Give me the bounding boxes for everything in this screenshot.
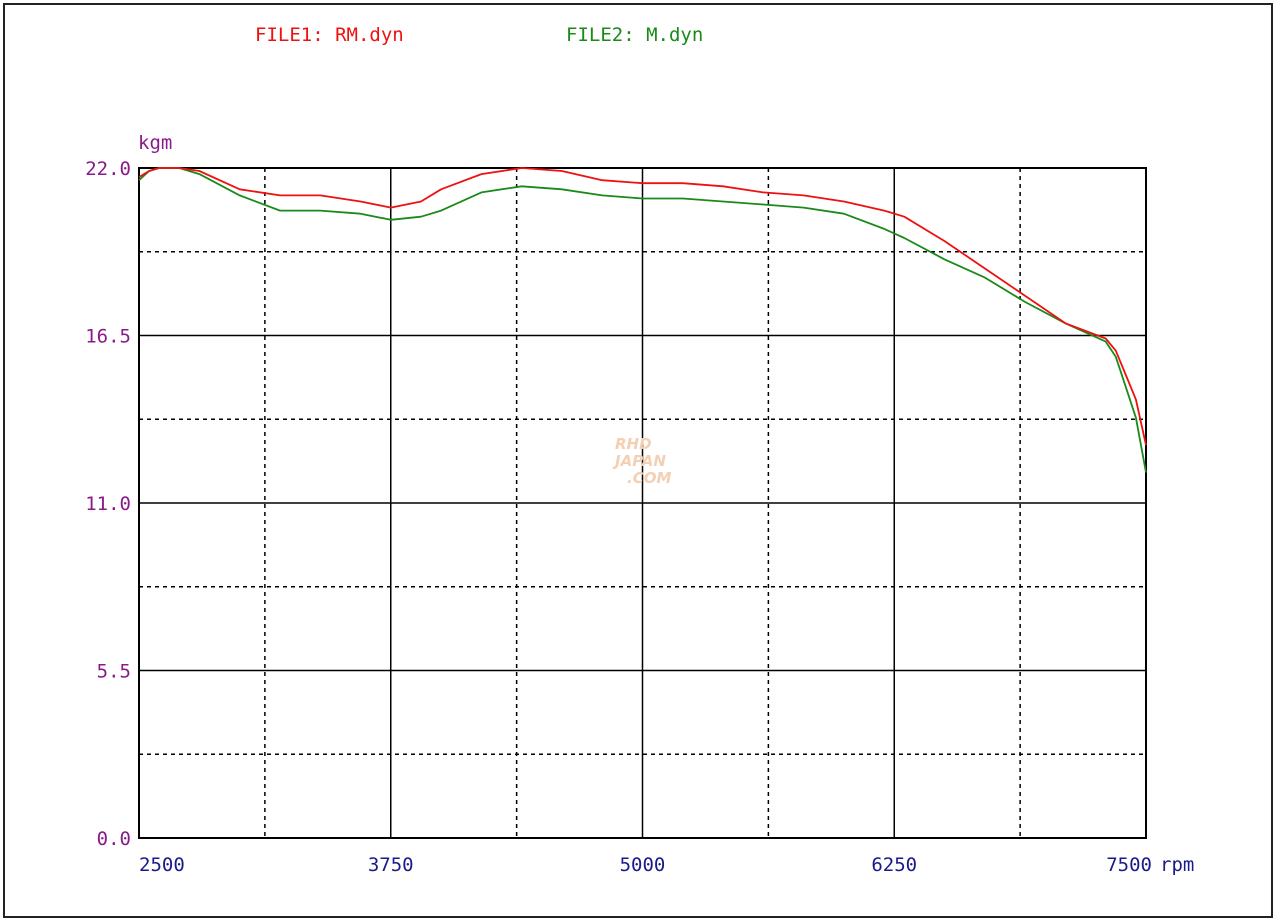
y-tick-label: 5.5	[97, 661, 131, 683]
x-axis-unit: rpm	[1160, 854, 1194, 876]
series-line-1	[138, 167, 1147, 446]
x-tick-label: 6250	[871, 854, 917, 876]
x-tick-label: 7500	[1106, 854, 1152, 876]
x-tick-label: 5000	[620, 854, 666, 876]
y-tick-label: 0.0	[97, 828, 131, 850]
x-tick-label: 3750	[368, 854, 414, 876]
watermark-logo: RHD JAPAN .COM	[612, 435, 671, 487]
watermark-line1: RHD	[615, 435, 652, 453]
watermark-line3: .COM	[627, 469, 671, 487]
legend-file2: FILE2: M.dyn	[566, 24, 703, 46]
legend-file1: FILE1: RM.dyn	[255, 24, 404, 46]
series-line-2	[138, 167, 1147, 473]
plot-area	[138, 167, 1147, 839]
x-tick-label: 2500	[139, 854, 185, 876]
y-tick-label: 16.5	[85, 326, 131, 348]
series-layer	[138, 167, 1147, 473]
grid-major	[139, 168, 1146, 838]
watermark-line2: JAPAN	[612, 452, 666, 470]
chart-frame	[3, 3, 1273, 918]
y-tick-labels: 0.0 5.5 11.0 16.5 22.0	[85, 158, 131, 850]
y-axis-unit: kgm	[138, 132, 172, 154]
y-tick-label: 11.0	[85, 493, 131, 515]
y-tick-label: 22.0	[85, 158, 131, 180]
x-tick-labels: 2500 3750 5000 6250 7500	[139, 854, 1152, 876]
